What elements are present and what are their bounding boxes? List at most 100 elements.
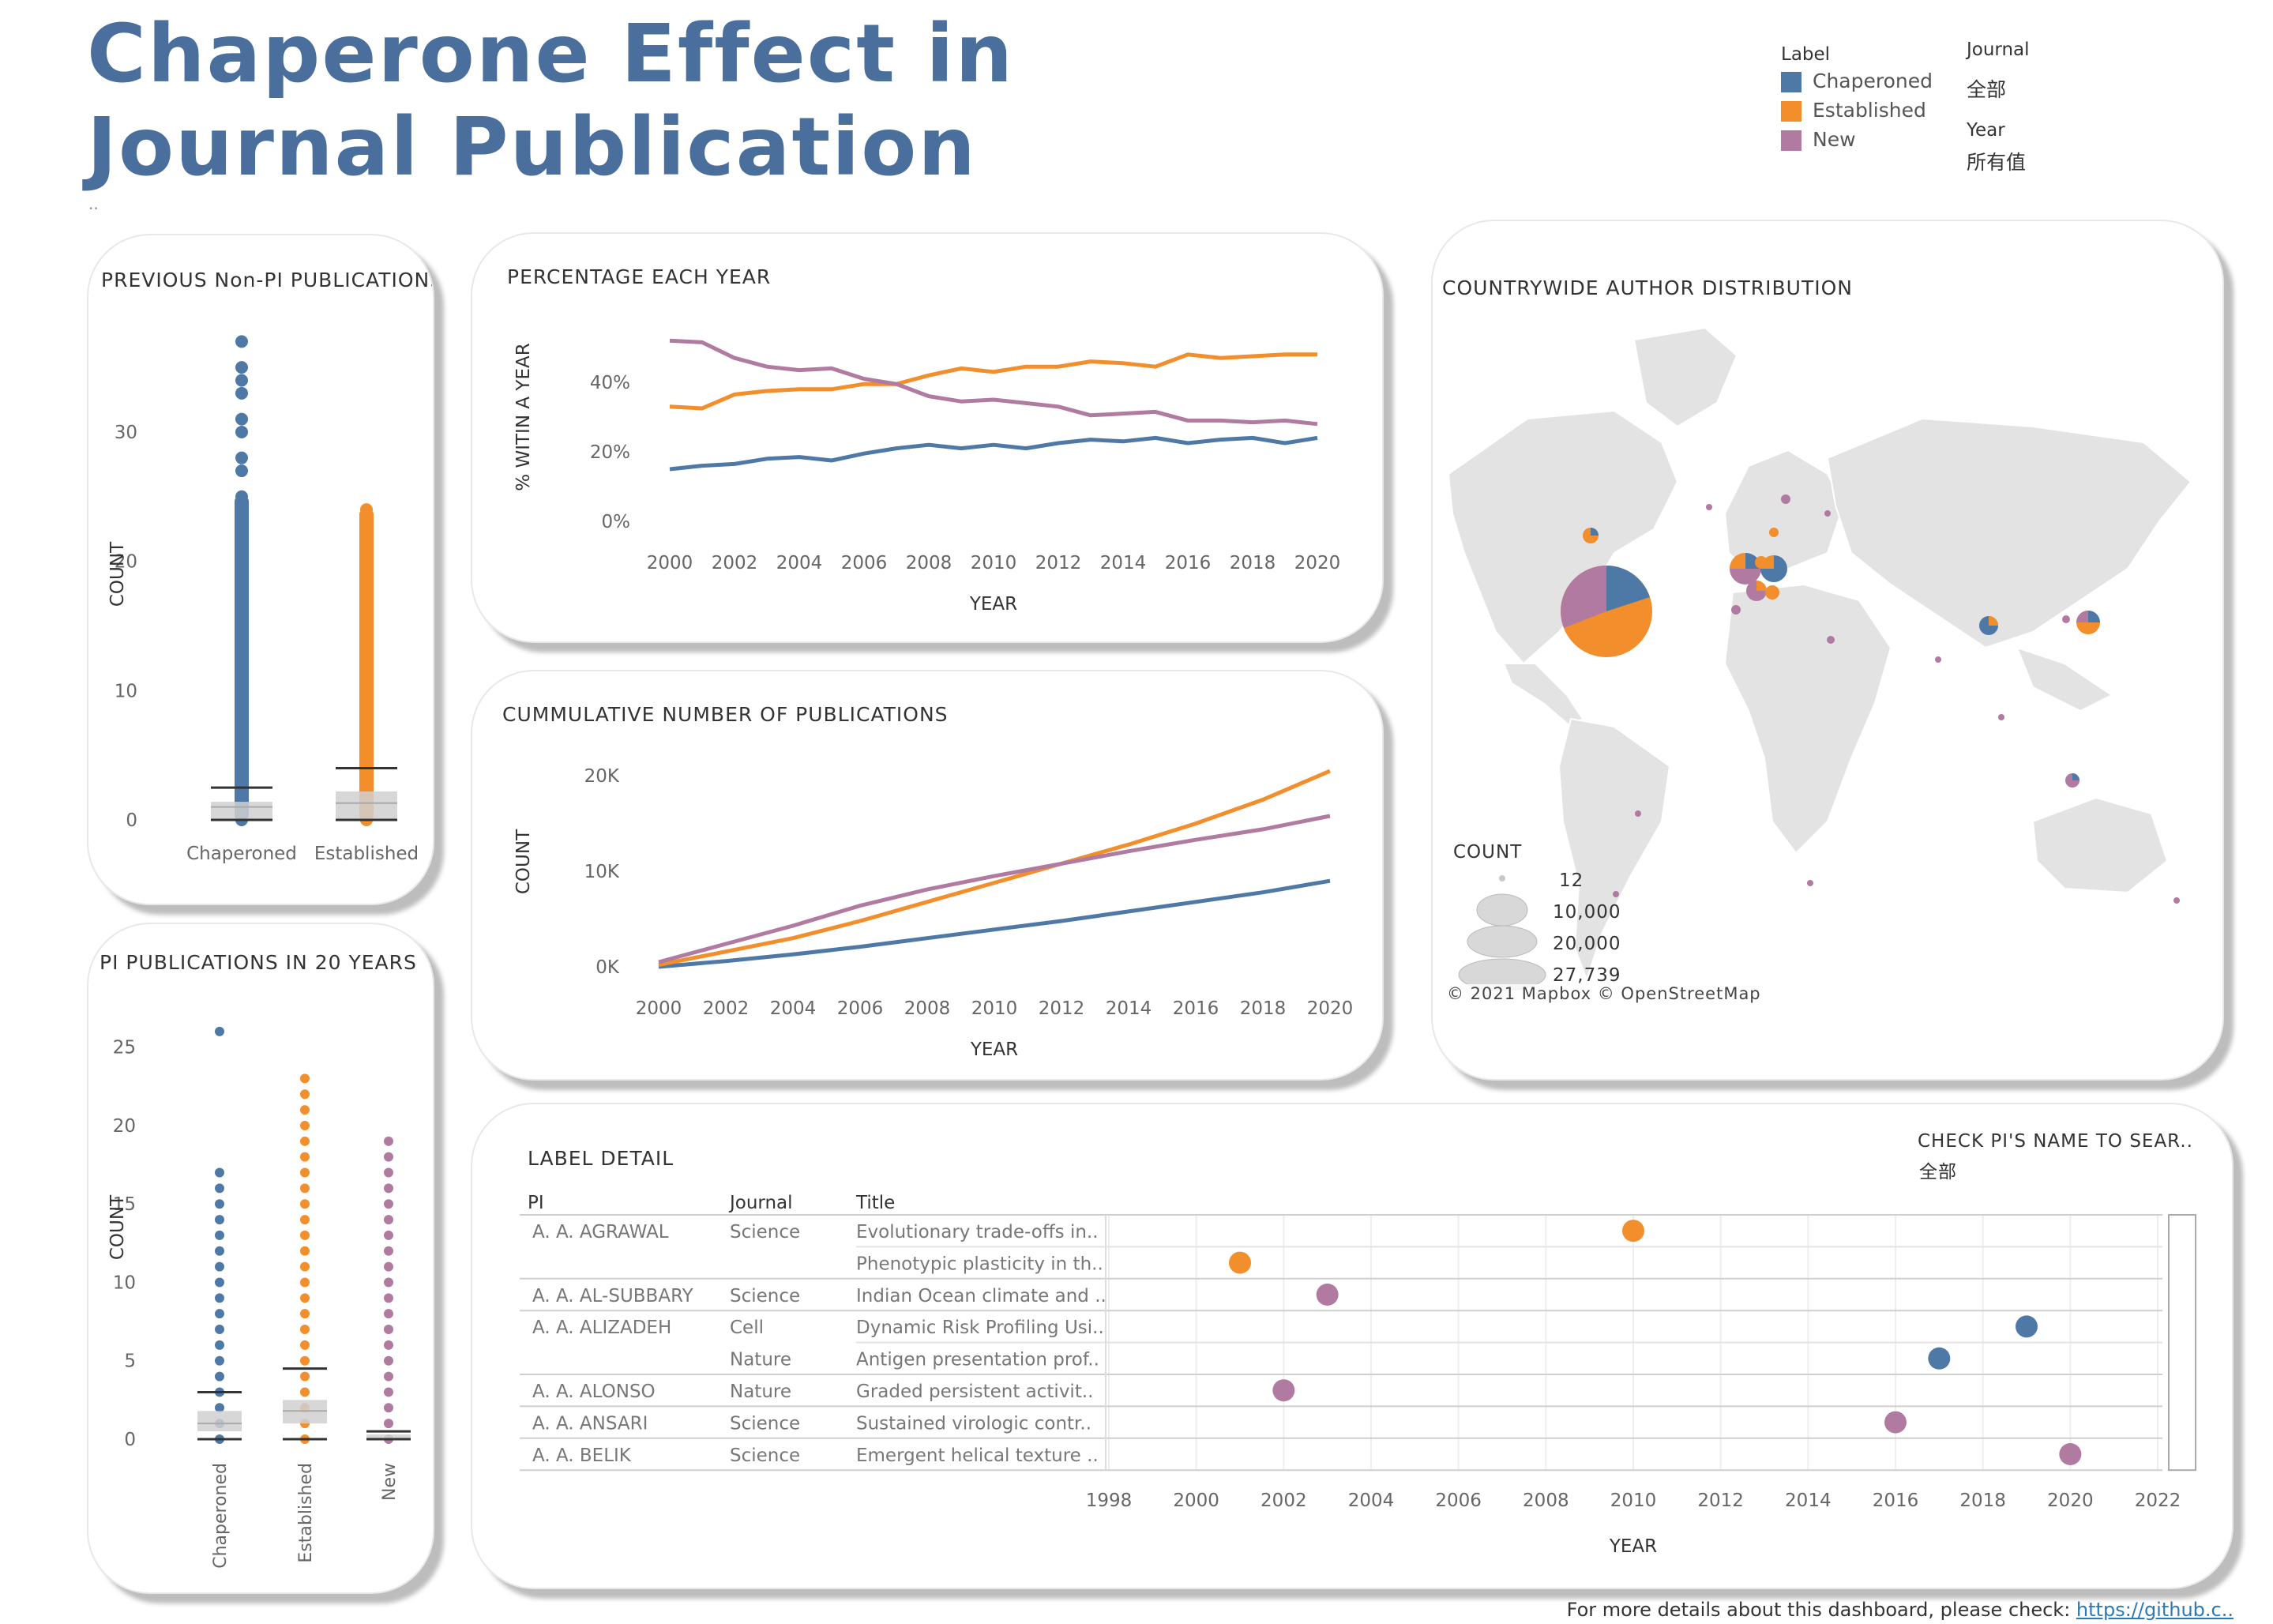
legend-item-new[interactable]: New (1781, 128, 1933, 151)
y-axis-label: COUNT (513, 829, 534, 894)
data-point (235, 774, 248, 788)
pie-sweden[interactable] (1781, 494, 1790, 504)
data-point (235, 671, 248, 684)
data-point (215, 1199, 224, 1209)
subtitle-dots: .. (88, 194, 99, 213)
pie-korea[interactable] (2062, 615, 2070, 623)
data-point (360, 619, 373, 633)
table-row[interactable]: A. A. AGRAWAL Science Evolutionary trade-o… (520, 1214, 2162, 1242)
swatch-new (1781, 130, 1801, 151)
data-point (300, 1199, 310, 1209)
data-point (215, 1026, 224, 1036)
pi-publications-panel: PI PUBLICATIONS IN 20 YEARS 0 5 10 15 20 25 CO… (87, 923, 434, 1594)
y-tick-label: 20 (115, 552, 137, 573)
data-point (235, 464, 248, 478)
table-row[interactable]: A. A. ALIZADEH Cell Dynamic Risk Profiling… (520, 1310, 2162, 1338)
scrollbar (2168, 1214, 2196, 1472)
journal-filter-value[interactable]: 全部 (1967, 78, 2007, 101)
table-row[interactable]: Phenotypic plasticity in th.. (856, 1246, 2162, 1274)
legend-item-established[interactable]: Established (1781, 99, 1933, 122)
panel-title: CUMMULATIVE NUMBER OF PUBLICATIONS (502, 703, 949, 726)
year-filter-value[interactable]: 所有值 (1967, 151, 2027, 174)
github-link[interactable]: https://github.c.. (2076, 1599, 2234, 1621)
pie-russia[interactable] (1824, 510, 1831, 517)
pie-japan[interactable] (2076, 611, 2100, 634)
pi-name-filter-value[interactable]: 全部 (1919, 1162, 1957, 1182)
box (366, 1434, 411, 1439)
map-attribution[interactable]: © 2021 Mapbox © OpenStreetMap (1447, 984, 1761, 1003)
data-point (215, 1246, 224, 1256)
pie-argentina[interactable] (1613, 891, 1619, 897)
south-america-shape (1557, 717, 1671, 982)
title-cell: Sustained virologic contr.. (856, 1413, 1091, 1434)
data-point (235, 735, 248, 749)
data-point (360, 581, 373, 594)
series-line-established (669, 352, 1317, 411)
pie-india[interactable] (1935, 656, 1941, 663)
y-tick-label: 0 (124, 1430, 136, 1450)
data-point (300, 1325, 310, 1335)
x-tick-label: 2002 (1260, 1491, 1307, 1511)
table-row[interactable]: A. A. ALONSO Nature Graded persistent acti… (520, 1374, 2162, 1402)
pie-uk[interactable] (1730, 553, 1761, 585)
box (211, 802, 272, 820)
table-row[interactable]: A. A. BELIK Science Emergent helical textu… (520, 1437, 2162, 1466)
pie-new-zealand[interactable] (2173, 897, 2180, 904)
world-map[interactable] (1433, 221, 2222, 1079)
pie-china[interactable] (1979, 616, 1998, 635)
y-tick-label: 0 (126, 810, 137, 831)
journal-cell: Science (730, 1445, 800, 1466)
x-tick-label: 2002 (712, 553, 758, 573)
y-axis-label: % WITIN A YEAR (513, 343, 534, 491)
cumulative-line-chart: 0K 10K 20K 2000 2002 2004 2006 2008 2010 2012 2014… (513, 766, 1354, 1060)
data-point (235, 451, 248, 464)
x-tick-label: 2020 (2047, 1491, 2094, 1511)
data-point (215, 1325, 224, 1335)
pie-iceland[interactable] (1706, 504, 1712, 510)
x-tick-label: 2020 (1307, 998, 1354, 1019)
data-point (384, 1261, 393, 1272)
pie-netherlands[interactable] (1755, 556, 1768, 569)
data-point (235, 761, 248, 775)
pie-brazil[interactable] (1635, 810, 1641, 817)
pie-usa[interactable] (1561, 566, 1652, 657)
y-tick-label: 5 (124, 1351, 136, 1372)
x-tick-label: 2016 (1173, 998, 1219, 1019)
size-legend-20000: 20,000 (1553, 934, 1621, 954)
swatch-chaperoned (1781, 72, 1801, 92)
pie-israel[interactable] (1827, 636, 1835, 644)
data-point (384, 1403, 393, 1413)
legend-item-chaperoned[interactable]: Chaperoned (1781, 70, 1933, 92)
data-point (235, 516, 248, 529)
footer-note: For more details about this dashboard, p… (1566, 1599, 2234, 1621)
pie-france[interactable] (1746, 581, 1767, 601)
journal-filter[interactable]: Journal 全部 Year 所有值 (1967, 39, 2030, 175)
data-point (235, 361, 248, 374)
data-point (300, 1277, 310, 1288)
x-tick-label: 1998 (1086, 1491, 1133, 1511)
x-tick-label: 2016 (1165, 553, 1212, 573)
table-row[interactable]: A. A. ANSARI Science Sustained virologic c… (520, 1405, 2162, 1434)
data-point (360, 774, 373, 788)
pie-australia[interactable] (2065, 773, 2080, 788)
data-point (360, 645, 373, 659)
data-point (235, 490, 248, 503)
previous-publications-chart: 0 10 20 30 COUNT Chaperoned Established (107, 335, 419, 864)
data-point (300, 1246, 310, 1256)
data-point (300, 1230, 310, 1240)
year-mark-established (1622, 1220, 1644, 1242)
pie-switzerland[interactable] (1765, 585, 1779, 600)
pie-spain[interactable] (1731, 605, 1741, 615)
table-row[interactable]: A. A. AL-SUBBARY Science Indian Ocean clim… (520, 1277, 2162, 1306)
year-mark-new (1272, 1379, 1295, 1402)
series-line-chaperoned (669, 435, 1318, 472)
pie-denmark[interactable] (1769, 528, 1779, 537)
x-axis-label: YEAR (969, 594, 1017, 615)
table-row[interactable]: Nature Antigen presentation prof.. (730, 1341, 2162, 1370)
data-point (235, 581, 248, 594)
pie-canada[interactable] (1583, 528, 1599, 543)
y-tick-label: 0% (602, 512, 631, 532)
pie-singapore[interactable] (1998, 714, 2004, 720)
box (336, 791, 397, 820)
pie-south-africa[interactable] (1807, 880, 1813, 886)
